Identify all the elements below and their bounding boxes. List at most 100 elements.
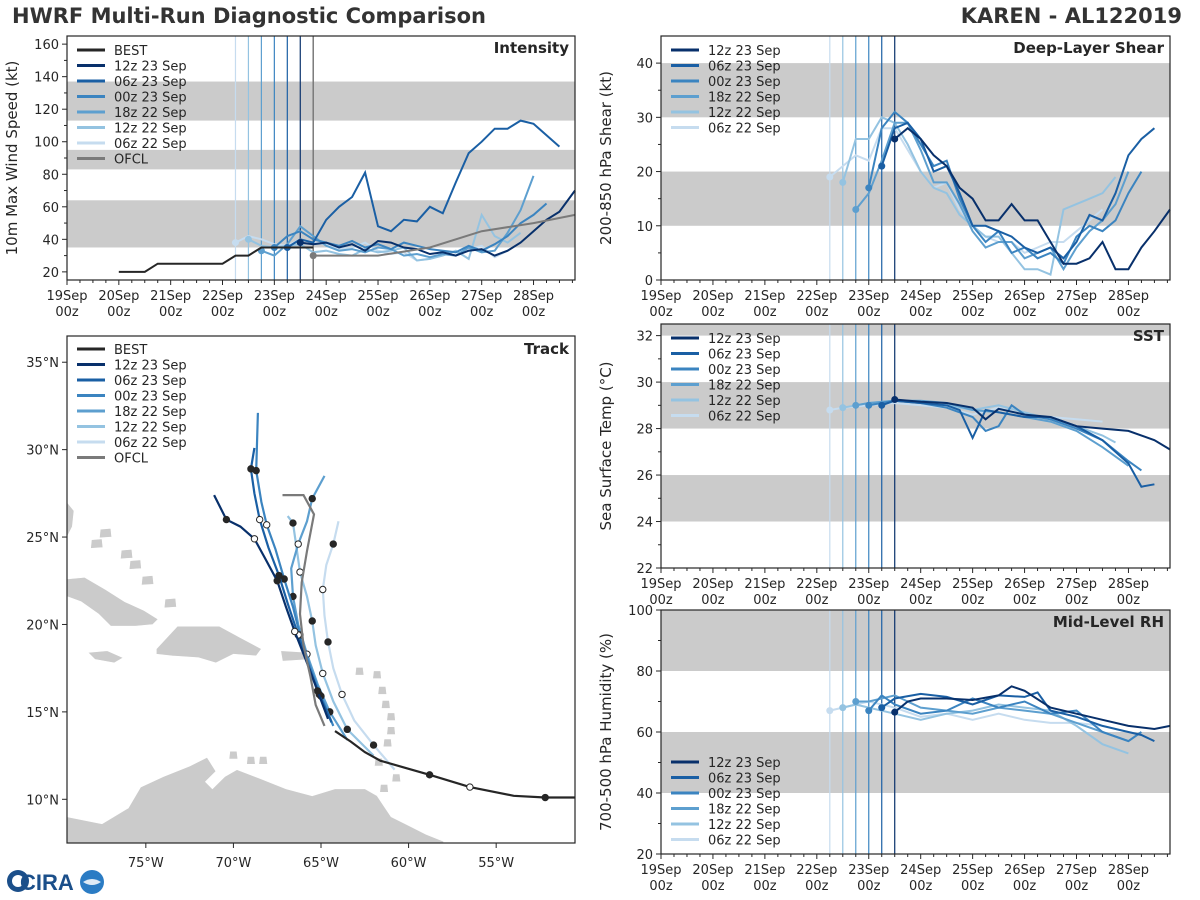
track-point-0-3: [291, 627, 299, 636]
land-jamaica: [87, 650, 124, 664]
xtick-sublabel-intensity-0: 00z: [55, 305, 79, 320]
series-start-point-rh-3: [852, 698, 860, 705]
xtick-label-shear-1: 20Sep: [692, 289, 733, 304]
band-intensity-1: [67, 149, 575, 170]
xtick-label-sst-0: 19Sep: [640, 577, 681, 592]
xtick-sublabel-intensity-1: 00z: [107, 305, 131, 320]
legend-label-rh-0: 12z 23 Sep: [708, 756, 781, 771]
panel-title-shear: Deep-Layer Shear: [1013, 39, 1164, 57]
xtick-sublabel-sst-7: 00z: [1013, 593, 1037, 608]
panel-shear: 01020304019Sep00z20Sep00z21Sep00z22Sep00…: [597, 35, 1171, 320]
xtick-sublabel-shear-7: 00z: [1013, 305, 1037, 320]
xtick-label-sst-9: 28Sep: [1108, 577, 1149, 592]
series-start-point-intensity-5: [231, 239, 239, 247]
xtick-sublabel-rh-5: 00z: [909, 879, 933, 894]
series-line-shear-1: [880, 121, 1156, 260]
xtick-sublabel-shear-3: 00z: [805, 305, 829, 320]
series-start-point-shear-1: [878, 162, 886, 170]
ytick-label-shear-3: 30: [636, 111, 653, 126]
series-start-point-shear-0: [891, 135, 899, 143]
series-start-point-sst-2: [865, 401, 873, 409]
ytick-label-shear-4: 40: [636, 57, 653, 72]
ytick-label-rh-2: 60: [636, 726, 653, 741]
xtick-sublabel-rh-7: 00z: [1013, 879, 1037, 894]
track-point-2-7: [262, 521, 271, 529]
land-lesser-antilles-2: [377, 686, 388, 695]
ofcl-start-point-intensity: [309, 252, 317, 260]
legend-label-intensity-7: OFCL: [114, 153, 149, 168]
legend-label-sst-4: 12z 22 Sep: [708, 394, 781, 409]
land-lesser-antilles-12: [228, 750, 239, 760]
legend-label-track-1: 12z 23 Sep: [114, 359, 187, 374]
track-line-5: [321, 521, 396, 771]
ytick-label-shear-2: 20: [636, 166, 653, 181]
band-shear-1: [661, 63, 1170, 118]
lon-tick-label-4: 55°W: [478, 856, 514, 871]
xtick-label-intensity-0: 19Sep: [46, 289, 87, 304]
xtick-sublabel-intensity-8: 00z: [470, 305, 494, 320]
xtick-label-rh-8: 27Sep: [1056, 863, 1097, 878]
panel-title-rh: Mid-Level RH: [1053, 613, 1164, 631]
ytick-label-intensity-0: 20: [42, 266, 59, 281]
xtick-sublabel-intensity-3: 00z: [211, 305, 235, 320]
legend-label-shear-3: 18z 22 Sep: [708, 91, 781, 106]
xtick-sublabel-rh-6: 00z: [961, 879, 985, 894]
series-start-point-shear-5: [826, 173, 834, 181]
ytick-label-intensity-1: 40: [42, 233, 59, 248]
xtick-label-intensity-3: 22Sep: [202, 289, 243, 304]
band-sst-2: [661, 324, 1170, 336]
series-start-point-shear-4: [839, 178, 847, 186]
xtick-sublabel-rh-9: 00z: [1117, 879, 1141, 894]
legend-label-track-6: 06z 22 Sep: [114, 436, 187, 451]
series-line-sst-0: [894, 398, 1171, 451]
xtick-label-sst-3: 22Sep: [796, 577, 837, 592]
legend-label-rh-4: 12z 22 Sep: [708, 818, 781, 833]
band-intensity-0: [67, 200, 575, 248]
land-cuba: [67, 576, 159, 627]
track-point-1-9: [247, 465, 255, 473]
series-start-point-sst-3: [852, 401, 860, 409]
land-south-america: [67, 756, 444, 843]
series-line-intensity-4: [247, 212, 522, 262]
band-rh-0: [661, 732, 1170, 793]
legend-label-intensity-3: 00z 23 Sep: [114, 91, 187, 106]
xtick-label-sst-4: 23Sep: [848, 577, 889, 592]
logo-globe-core-icon: [12, 875, 24, 887]
legend-label-sst-3: 18z 22 Sep: [708, 379, 781, 394]
track-line-2: [255, 412, 335, 727]
land-lesser-antilles-0: [354, 666, 365, 676]
track-point-4-9: [289, 519, 297, 527]
xtick-sublabel-intensity-7: 00z: [418, 305, 442, 320]
track-point-4-3: [319, 669, 327, 678]
ytick-label-intensity-4: 100: [34, 136, 59, 151]
xtick-label-shear-5: 24Sep: [900, 289, 941, 304]
storm-id: KAREN - AL122019: [960, 4, 1182, 28]
xtick-label-rh-9: 28Sep: [1108, 863, 1149, 878]
land-bahamas-4: [141, 575, 155, 586]
xtick-label-shear-4: 23Sep: [848, 289, 889, 304]
ofcl-track-line: [282, 494, 326, 727]
xtick-label-sst-1: 20Sep: [692, 577, 733, 592]
legend-label-intensity-0: BEST: [114, 44, 147, 59]
legend-label-shear-0: 12z 23 Sep: [708, 44, 781, 59]
xtick-sublabel-intensity-6: 00z: [366, 305, 390, 320]
ytick-label-shear-1: 10: [636, 220, 653, 235]
xtick-label-sst-8: 27Sep: [1056, 577, 1097, 592]
series-start-point-rh-1: [878, 704, 886, 712]
xtick-sublabel-rh-1: 00z: [701, 879, 725, 894]
xtick-sublabel-intensity-2: 00z: [159, 305, 183, 320]
xtick-sublabel-intensity-5: 00z: [314, 305, 338, 320]
track-point-0-9: [222, 515, 231, 524]
series-line-shear-3: [855, 121, 1130, 272]
series-start-point-rh-2: [865, 707, 873, 715]
legend-label-rh-3: 18z 22 Sep: [708, 803, 781, 818]
ytick-label-rh-0: 20: [636, 848, 653, 863]
xtick-sublabel-intensity-4: 00z: [263, 305, 287, 320]
xtick-sublabel-shear-0: 00z: [649, 305, 673, 320]
xtick-sublabel-shear-5: 00z: [909, 305, 933, 320]
ytick-label-intensity-3: 80: [42, 168, 59, 183]
series-line-rh-0: [894, 685, 1171, 731]
legend-label-track-5: 12z 22 Sep: [114, 421, 187, 436]
xtick-label-intensity-9: 28Sep: [513, 289, 554, 304]
